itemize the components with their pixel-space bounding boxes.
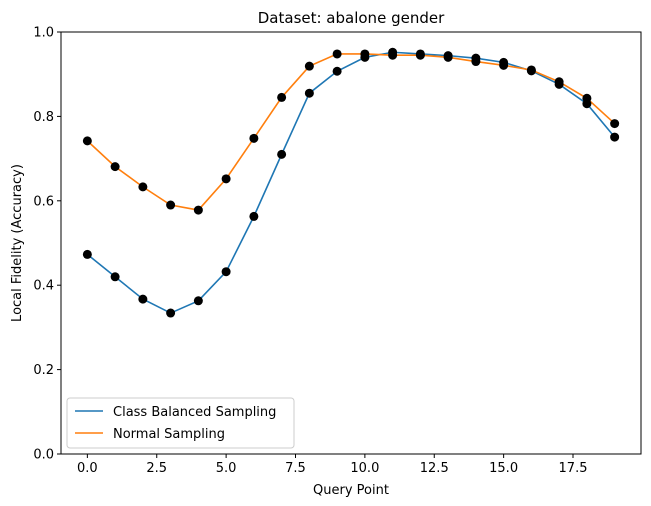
data-point-s1-6 [249, 133, 259, 143]
data-point-s1-15 [499, 60, 509, 70]
x-tick-label: 12.5 [420, 461, 449, 476]
y-tick-label: 0.2 [33, 363, 54, 378]
plot-frame [60, 31, 642, 455]
y-tick-label: 1.0 [33, 26, 54, 41]
data-point-s1-4 [193, 205, 203, 215]
chart-title: Dataset: abalone gender [258, 9, 445, 27]
x-tick-label: 10.0 [350, 461, 379, 476]
data-point-s1-9 [332, 49, 342, 59]
x-tick-label: 7.5 [285, 461, 306, 476]
y-tick-label: 0.6 [33, 194, 54, 209]
legend-label-class-balanced: Class Balanced Sampling [113, 405, 276, 420]
y-tick-label: 0.0 [33, 448, 54, 463]
data-point-s0-2 [138, 294, 148, 304]
data-point-s0-3 [166, 308, 176, 318]
data-point-s0-6 [249, 211, 259, 221]
x-tick-label: 17.5 [559, 461, 588, 476]
series-line-1 [86, 53, 616, 211]
data-point-s0-5 [221, 267, 231, 277]
data-point-s1-5 [221, 174, 231, 184]
data-point-s1-3 [166, 200, 176, 210]
data-point-s0-4 [193, 296, 203, 306]
x-tick-label: 5.0 [216, 461, 237, 476]
legend-box [66, 397, 295, 449]
data-point-s1-0 [82, 136, 92, 146]
data-point-s0-19 [610, 132, 620, 142]
legend-label-normal: Normal Sampling [113, 427, 225, 442]
x-tick-label: 2.5 [146, 461, 167, 476]
x-tick-label: 0.0 [77, 461, 98, 476]
data-point-s1-19 [610, 119, 620, 129]
data-point-s1-1 [110, 162, 120, 172]
data-point-s0-1 [110, 272, 120, 282]
data-point-s0-8 [304, 88, 314, 98]
y-axis-label: Local Fidelity (Accuracy) [10, 164, 25, 322]
data-point-s1-16 [526, 65, 536, 75]
legend: Class Balanced Sampling Normal Sampling [66, 397, 295, 449]
data-point-s1-12 [415, 50, 425, 60]
x-axis-label: Query Point [313, 483, 389, 498]
data-point-s1-14 [471, 57, 481, 67]
data-point-s1-17 [554, 77, 564, 87]
y-tick-label: 0.8 [33, 110, 54, 125]
data-point-s0-0 [82, 249, 92, 259]
data-point-s1-7 [277, 92, 287, 102]
data-point-s0-9 [332, 66, 342, 76]
data-point-s1-11 [388, 50, 398, 60]
data-point-s1-8 [304, 61, 314, 71]
x-tick-label: 15.0 [489, 461, 518, 476]
data-point-s1-13 [443, 52, 453, 62]
data-point-s1-2 [138, 182, 148, 192]
data-point-s1-10 [360, 49, 370, 59]
data-point-s1-18 [582, 93, 592, 103]
data-point-s0-7 [277, 149, 287, 159]
y-tick-label: 0.4 [33, 279, 54, 294]
